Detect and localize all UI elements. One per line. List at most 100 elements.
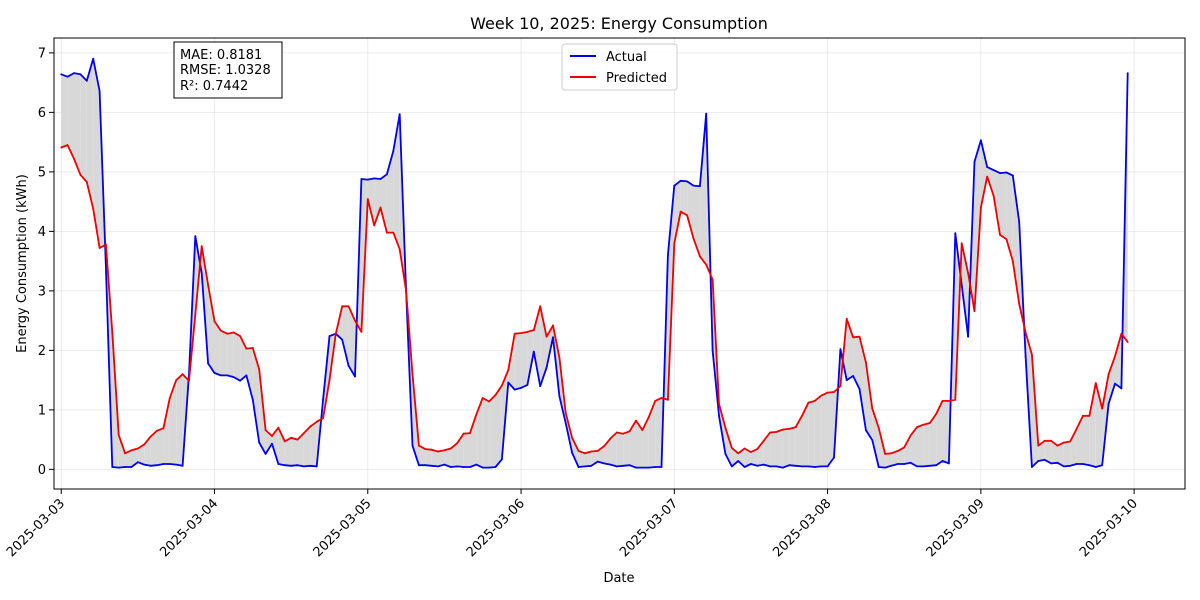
data-point-actual-90 xyxy=(635,466,637,469)
data-point-actual-91 xyxy=(641,466,644,469)
fill-segment-29 xyxy=(246,348,253,400)
data-point-actual-60 xyxy=(443,463,446,466)
data-point-actual-50 xyxy=(379,178,382,180)
fill-segment-125 xyxy=(859,336,866,431)
data-point-predicted-73 xyxy=(526,331,529,333)
data-point-predicted-47 xyxy=(360,331,363,333)
data-point-actual-28 xyxy=(239,379,242,382)
data-point-actual-71 xyxy=(513,388,516,391)
data-point-predicted-87 xyxy=(615,431,618,434)
data-point-predicted-125 xyxy=(858,335,861,338)
data-point-predicted-75 xyxy=(539,305,542,308)
fill-segment-50 xyxy=(380,174,387,233)
fill-segment-48 xyxy=(367,178,375,226)
data-point-predicted-48 xyxy=(366,198,369,201)
data-point-predicted-60 xyxy=(443,449,446,452)
data-point-actual-112 xyxy=(775,465,778,468)
data-point-predicted-109 xyxy=(756,448,759,450)
fill-segment-154 xyxy=(1044,440,1052,464)
fill-segment-26 xyxy=(227,332,234,378)
data-point-predicted-116 xyxy=(801,414,803,417)
series-predicted xyxy=(60,144,1129,455)
data-point-actual-19 xyxy=(181,464,184,467)
data-point-actual-114 xyxy=(788,464,791,467)
fill-segment-49 xyxy=(374,178,381,226)
data-point-actual-138 xyxy=(941,460,944,462)
fill-segment-124 xyxy=(853,336,860,389)
fill-segment-1 xyxy=(67,73,74,159)
data-point-actual-163 xyxy=(1101,464,1104,467)
fill-segment-92 xyxy=(648,400,656,468)
data-point-predicted-29 xyxy=(245,347,248,350)
fill-segment-0 xyxy=(61,74,68,148)
data-point-actual-122 xyxy=(839,348,842,351)
fill-segment-4 xyxy=(86,58,94,209)
data-point-actual-137 xyxy=(935,464,938,467)
fill-segment-82 xyxy=(584,451,592,467)
fill-segment-32 xyxy=(265,430,272,454)
data-point-predicted-10 xyxy=(124,452,126,455)
fill-segment-111 xyxy=(770,431,777,467)
fill-segment-75 xyxy=(540,306,547,387)
data-point-predicted-136 xyxy=(928,422,931,424)
data-point-actual-55 xyxy=(411,444,414,447)
data-point-predicted-70 xyxy=(507,369,510,371)
data-point-predicted-26 xyxy=(226,332,229,335)
data-point-predicted-72 xyxy=(520,332,522,334)
data-point-predicted-155 xyxy=(1050,439,1052,442)
data-point-predicted-113 xyxy=(782,428,784,431)
y-tick-label-5: 5 xyxy=(38,165,46,180)
data-point-actual-51 xyxy=(386,173,388,176)
fill-segment-164 xyxy=(1108,356,1115,404)
data-point-actual-132 xyxy=(903,463,906,465)
data-point-predicted-76 xyxy=(545,335,548,338)
data-point-actual-150 xyxy=(1018,221,1021,223)
x-axis-label: Date xyxy=(603,571,634,586)
data-point-predicted-99 xyxy=(692,237,695,240)
data-point-actual-134 xyxy=(916,465,918,468)
data-point-actual-36 xyxy=(290,464,292,467)
data-point-actual-58 xyxy=(430,464,433,467)
data-point-predicted-106 xyxy=(737,452,740,455)
data-point-predicted-119 xyxy=(820,394,823,397)
data-point-actual-24 xyxy=(213,372,216,374)
data-point-actual-64 xyxy=(469,466,471,468)
data-point-actual-89 xyxy=(628,464,631,467)
fill-segment-96 xyxy=(674,180,681,244)
data-point-predicted-104 xyxy=(724,426,727,429)
fill-segment-2 xyxy=(74,73,81,175)
data-point-predicted-30 xyxy=(251,347,254,349)
fill-segment-60 xyxy=(444,448,451,467)
fill-segment-86 xyxy=(610,432,617,467)
fill-segment-24 xyxy=(214,321,221,376)
fill-segment-119 xyxy=(821,392,828,467)
data-point-actual-69 xyxy=(501,458,503,461)
data-point-predicted-154 xyxy=(1043,439,1046,442)
legend-label-predicted: Predicted xyxy=(606,71,667,86)
data-point-actual-136 xyxy=(928,464,931,467)
fill-segment-99 xyxy=(693,185,700,257)
data-point-predicted-1 xyxy=(66,144,69,147)
data-point-predicted-18 xyxy=(175,379,178,381)
fill-segment-91 xyxy=(642,417,649,468)
data-point-predicted-96 xyxy=(673,242,676,245)
data-point-actual-34 xyxy=(277,463,280,465)
data-point-predicted-17 xyxy=(168,397,171,399)
data-point-predicted-115 xyxy=(794,426,797,428)
fill-segment-5 xyxy=(93,58,100,248)
data-point-predicted-133 xyxy=(909,434,912,437)
fill-segment-144 xyxy=(980,140,988,208)
fill-segment-147 xyxy=(1000,172,1007,240)
data-point-actual-117 xyxy=(807,465,810,468)
data-point-predicted-53 xyxy=(398,248,401,251)
data-point-actual-109 xyxy=(756,464,759,467)
data-point-predicted-16 xyxy=(162,427,165,430)
fill-segment-107 xyxy=(744,448,751,467)
data-point-actual-92 xyxy=(647,466,650,469)
fill-segment-112 xyxy=(776,429,783,468)
fill-segment-14 xyxy=(150,430,157,466)
y-tick-label-1: 1 xyxy=(38,403,46,418)
data-point-predicted-77 xyxy=(552,324,554,327)
data-point-actual-121 xyxy=(833,456,835,459)
data-point-predicted-156 xyxy=(1056,444,1059,447)
